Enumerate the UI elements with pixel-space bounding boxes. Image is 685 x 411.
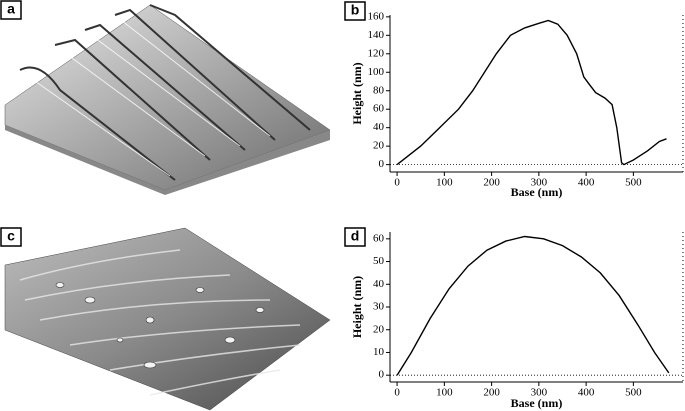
x-tick-label: 500 [625,387,642,399]
y-tick-label: 20 [373,323,385,335]
data-line [396,19,667,166]
panel-label: c [7,228,15,244]
x-tick-label: 400 [578,387,595,399]
y-tick-label: 10 [373,346,385,358]
y-tick-label: 100 [368,66,385,78]
x-tick-label: 400 [578,177,595,189]
y-tick-label: 140 [368,29,385,41]
y-tick-label: 60 [373,232,385,244]
panel-label: b [351,2,360,18]
x-tick-label: 200 [483,387,500,399]
x-tick-label: 500 [625,177,642,189]
y-tick-label: 60 [373,103,385,115]
x-tick-label: 0 [394,387,400,399]
y-tick-label: 30 [373,301,385,313]
x-tick-label: 100 [436,387,453,399]
y-tick-label: 80 [373,84,385,96]
x-tick-label: 300 [531,177,548,189]
x-tick-label: 100 [436,177,453,189]
y-tick-label: 20 [373,140,385,152]
panel-label: a [7,1,15,17]
y-tick-label: 0 [379,369,385,381]
y-tick-label: 120 [368,47,385,59]
panel-labels: a b c d [0,0,366,247]
afm-image-a [4,4,331,195]
data-line [396,235,670,376]
x-tick-label: 200 [483,177,500,189]
x-axis-label: Base (nm) [511,396,563,410]
y-tick-label: 50 [373,255,385,267]
y-axis-label: Height (nm) [350,62,364,124]
y-tick-label: 0 [379,158,385,170]
y-tick-label: 160 [368,10,385,22]
x-tick-label: 300 [531,387,548,399]
x-axis-label: Base (nm) [511,185,563,199]
y-axis-label: Height (nm) [350,276,364,338]
panel-label: d [351,228,360,244]
afm-image-c [4,227,331,411]
y-tick-label: 40 [373,278,385,290]
x-tick-label: 0 [394,177,400,189]
y-tick-label: 40 [373,121,385,133]
